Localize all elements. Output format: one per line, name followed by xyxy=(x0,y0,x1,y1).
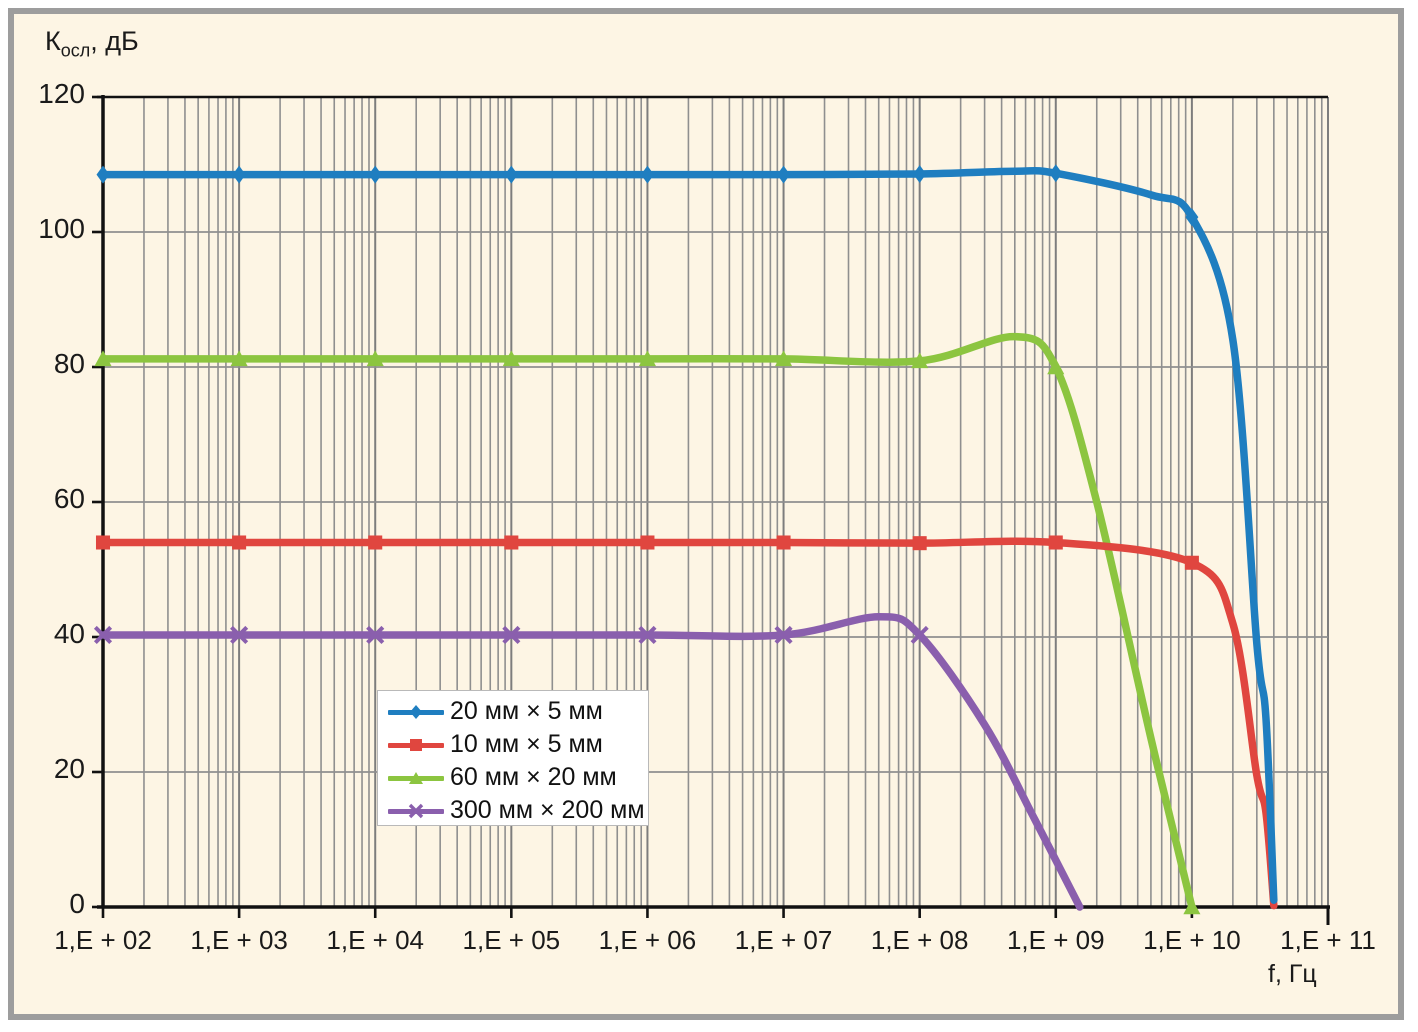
series-marker-diamond xyxy=(368,165,382,184)
series-marker-diamond xyxy=(913,164,927,183)
series-marker-square xyxy=(912,536,927,551)
series-line xyxy=(99,332,1196,911)
legend-key xyxy=(388,735,444,755)
legend-label: 60 мм × 20 мм xyxy=(450,763,617,791)
series-marker-square xyxy=(232,535,247,550)
series-marker-diamond xyxy=(1185,208,1199,227)
series-marker-square xyxy=(1184,555,1199,570)
y-tick-label: 40 xyxy=(53,618,85,649)
x-tick-label: 1,E + 11 xyxy=(1280,925,1376,955)
series-marker-square xyxy=(1048,535,1063,550)
legend-item: 20 мм × 5 мм xyxy=(378,695,648,728)
series-marker-square xyxy=(776,535,791,550)
series-marker-triangle xyxy=(502,350,520,367)
x-tick-label: 1,E + 08 xyxy=(870,925,969,955)
y-tick-label: 60 xyxy=(53,483,85,514)
series-marker-triangle xyxy=(366,350,384,367)
legend-key xyxy=(388,801,444,821)
y-axis-title-main: К xyxy=(45,26,61,56)
series-marker-triangle xyxy=(94,350,112,367)
series-marker-square xyxy=(95,535,111,550)
y-tick-label: 100 xyxy=(38,213,85,244)
legend-label: 10 мм × 5 мм xyxy=(450,730,603,758)
series-marker-x xyxy=(366,625,385,645)
legend-item: 300 мм × 200 мм xyxy=(378,794,648,827)
series-marker-diamond xyxy=(1049,164,1063,183)
series-marker-triangle xyxy=(1047,358,1065,375)
series-marker-x xyxy=(774,625,793,645)
y-tick-label: 120 xyxy=(38,78,85,109)
y-tick-label: 0 xyxy=(69,888,85,919)
series-marker-triangle xyxy=(911,352,929,369)
y-axis-title-tail: , дБ xyxy=(90,26,139,56)
legend-marker-diamond xyxy=(410,704,422,719)
x-tick-label: 1,E + 10 xyxy=(1143,925,1241,955)
series-marker-square xyxy=(640,535,655,550)
series-marker-diamond xyxy=(96,165,110,184)
series-line xyxy=(99,166,1278,904)
x-tick-label: 1,E + 02 xyxy=(54,925,152,955)
legend-label: 300 мм × 200 мм xyxy=(450,796,645,824)
series-marker-x xyxy=(93,625,113,645)
x-axis-title: f, Гц xyxy=(1268,960,1317,988)
legend-item: 10 мм × 5 мм xyxy=(378,728,648,761)
x-tick-label: 1,E + 06 xyxy=(598,925,697,955)
legend-item: 60 мм × 20 мм xyxy=(378,761,648,794)
legend-marker-triangle xyxy=(409,771,423,784)
series-marker-x xyxy=(502,625,521,645)
series-marker-diamond xyxy=(504,165,518,184)
x-tick-label: 1,E + 04 xyxy=(326,925,424,955)
legend-marker-x xyxy=(408,803,424,818)
series-marker-square xyxy=(504,535,519,550)
series-marker-diamond xyxy=(232,165,246,184)
y-axis-title: Косл, дБ xyxy=(45,26,139,61)
y-tick-label: 20 xyxy=(53,753,85,784)
series-marker-diamond xyxy=(640,165,654,184)
legend-label: 20 мм × 5 мм xyxy=(450,697,603,725)
series-marker-x xyxy=(230,625,249,645)
series-marker-triangle xyxy=(775,350,793,367)
legend-key xyxy=(388,768,444,788)
series-marker-triangle xyxy=(638,350,656,367)
series-marker-triangle xyxy=(1183,898,1201,915)
series-line xyxy=(99,613,1084,911)
series-marker-x xyxy=(638,625,657,645)
series-marker-triangle xyxy=(230,350,248,367)
y-tick-label: 80 xyxy=(53,348,85,379)
legend-marker-square xyxy=(410,738,422,751)
x-tick-label: 1,E + 09 xyxy=(1006,925,1105,955)
x-tick-label: 1,E + 05 xyxy=(462,925,561,955)
series-marker-diamond xyxy=(777,165,791,184)
legend-key xyxy=(388,702,444,722)
series-marker-x xyxy=(910,625,929,645)
series-marker-square xyxy=(368,535,383,550)
x-tick-label: 1,E + 03 xyxy=(190,925,288,955)
x-tick-label: 1,E + 07 xyxy=(734,925,833,955)
y-axis-title-sub: осл xyxy=(60,40,91,61)
chart-legend: 20 мм × 5 мм 10 мм × 5 мм 60 мм × 20 мм 300… xyxy=(377,690,649,826)
